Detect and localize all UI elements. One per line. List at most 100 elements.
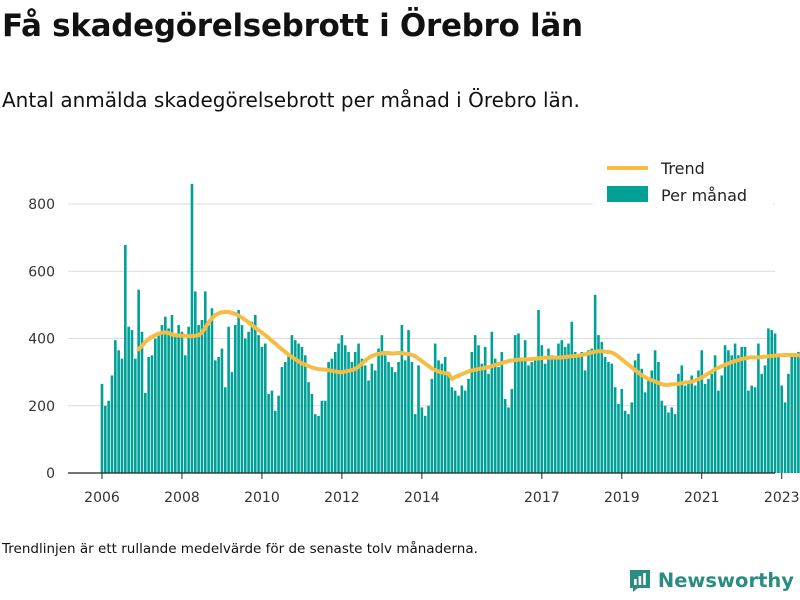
bar: [457, 395, 460, 473]
bar: [207, 325, 210, 473]
bar: [283, 362, 287, 473]
bar: [627, 414, 630, 473]
legend: Trend Per månad: [593, 153, 773, 213]
legend-bar-label: Per månad: [661, 186, 747, 205]
bar: [707, 378, 710, 473]
bar: [513, 335, 517, 473]
bar: [187, 326, 190, 473]
bar: [210, 308, 214, 473]
bar: [737, 355, 740, 473]
y-tick-label: 0: [46, 466, 55, 482]
bar: [450, 387, 454, 473]
bar: [223, 387, 227, 473]
bar: [780, 385, 784, 473]
bar: [357, 343, 360, 473]
bar: [557, 343, 560, 473]
bar: [203, 291, 207, 473]
bar: [340, 335, 344, 473]
bar-series: [100, 183, 800, 474]
bar-chart-logo-icon: [629, 570, 650, 592]
bar: [250, 321, 254, 473]
bar: [233, 325, 237, 473]
bar: [317, 415, 320, 473]
bar: [790, 353, 794, 473]
bar: [743, 346, 747, 473]
bar: [230, 372, 234, 474]
bar: [243, 338, 247, 473]
bar: [697, 370, 700, 473]
bar: [104, 405, 107, 473]
bar: [693, 385, 697, 473]
bar: [363, 365, 367, 473]
bar: [793, 356, 797, 473]
bar: [227, 326, 230, 473]
bar: [194, 291, 197, 473]
legend-background: [593, 153, 773, 213]
x-tick-label: 2006: [84, 490, 120, 506]
bar: [630, 402, 634, 473]
bar: [610, 363, 614, 473]
bar: [587, 350, 590, 473]
bar: [660, 400, 664, 473]
bar: [757, 343, 760, 473]
bar: [670, 407, 674, 473]
bar: [197, 325, 200, 473]
bar: [463, 390, 467, 473]
bar: [540, 345, 544, 473]
bar: [527, 365, 530, 473]
bar: [767, 328, 770, 473]
bar: [373, 370, 377, 473]
bar: [640, 368, 644, 473]
x-tick-label: 2008: [164, 490, 200, 506]
bar: [293, 340, 297, 473]
bar: [473, 335, 477, 473]
bar: [677, 373, 680, 473]
bar: [134, 358, 137, 474]
bar: [397, 362, 400, 473]
bar: [400, 325, 404, 473]
bar: [550, 355, 554, 473]
chart-title: Få skadegörelsebrott i Örebro län: [2, 8, 583, 44]
bar: [773, 333, 777, 473]
bar: [567, 343, 570, 473]
bar: [310, 393, 314, 473]
bar: [703, 383, 707, 473]
bar: [523, 340, 527, 473]
bar: [190, 183, 194, 473]
bar: [117, 350, 120, 473]
bar: [440, 363, 444, 473]
bar: [727, 350, 730, 473]
bar: [547, 348, 550, 473]
bar: [390, 367, 394, 473]
bar: [403, 360, 407, 473]
bar: [337, 343, 340, 473]
x-tick-label: 2017: [524, 490, 560, 506]
bar: [797, 351, 800, 473]
bar: [427, 405, 430, 473]
bar: [237, 309, 240, 473]
bar: [307, 382, 310, 473]
bar: [447, 372, 450, 474]
bar: [593, 294, 597, 473]
bar: [287, 353, 290, 473]
bar: [750, 385, 754, 473]
bar: [787, 373, 790, 473]
bar: [493, 358, 497, 474]
bar: [760, 373, 764, 473]
bar: [510, 388, 514, 473]
bar: [313, 414, 317, 473]
bar: [667, 412, 670, 473]
bar: [240, 325, 244, 473]
y-axis-ticks: 0 200 400 600 800: [28, 197, 55, 482]
bar: [617, 404, 620, 473]
bar: [107, 400, 110, 473]
y-tick-label: 600: [28, 264, 55, 280]
bar: [603, 356, 607, 473]
bar: [120, 358, 124, 474]
bar: [577, 356, 580, 473]
bar: [573, 351, 577, 473]
bar: [323, 400, 327, 473]
brand[interactable]: Newsworthy: [628, 567, 794, 593]
bar: [483, 346, 487, 473]
bar: [320, 400, 324, 473]
